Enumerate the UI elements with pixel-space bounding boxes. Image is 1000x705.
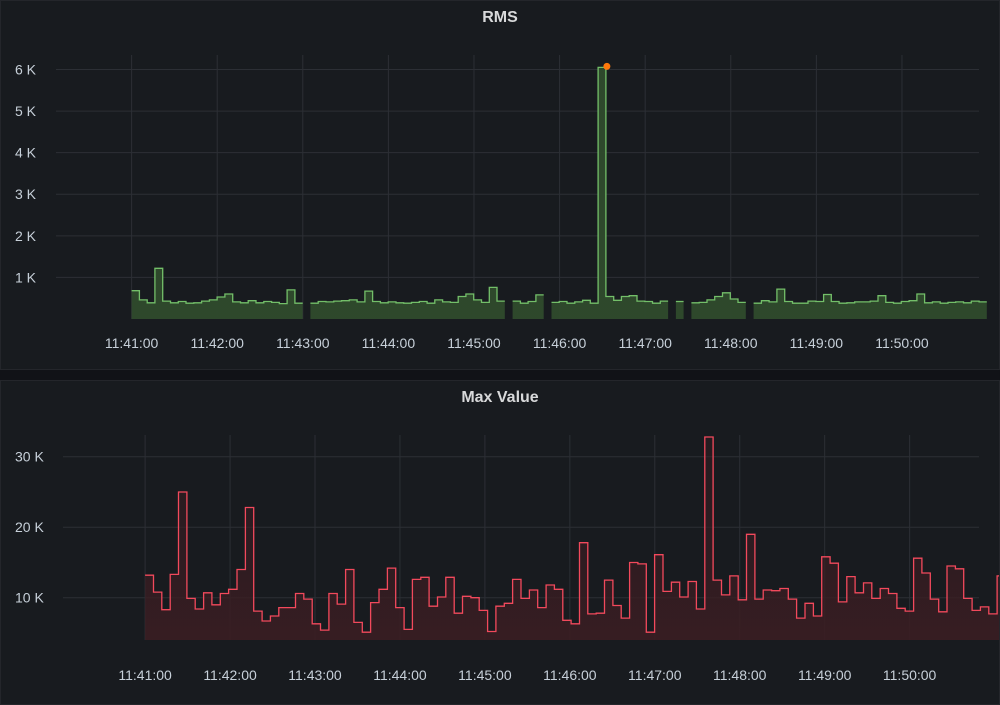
rms-chart: 1 K 2 K 3 K 4 K 5 K 6 K 11:41:00 11:42:00 11:43:… [15, 55, 987, 351]
series-area [551, 67, 669, 320]
series-line [512, 294, 544, 304]
series-area [145, 437, 999, 640]
x-tick-label: 11:43:00 [276, 335, 330, 351]
x-tick-label: 11:48:00 [713, 667, 767, 683]
series-line [310, 286, 505, 304]
series-0 [131, 66, 987, 320]
x-tick-label: 11:45:00 [458, 667, 512, 683]
series-area [131, 268, 303, 319]
max-value-panel-title[interactable]: Max Value [461, 389, 539, 406]
y-tick-label: 5 K [15, 103, 37, 119]
series-line [551, 66, 669, 304]
x-tick-label: 11:49:00 [798, 667, 852, 683]
y-tick-label: 4 K [15, 145, 37, 161]
x-tick-label: 11:49:00 [790, 335, 844, 351]
peak-point-marker[interactable] [603, 62, 611, 70]
y-tick-label: 1 K [15, 269, 37, 285]
x-tick-label: 11:42:00 [190, 335, 244, 351]
rms-panel-title[interactable]: RMS [482, 9, 518, 26]
x-tick-label: 11:41:00 [118, 667, 172, 683]
x-tick-label: 11:48:00 [704, 335, 758, 351]
x-tick-label: 11:44:00 [362, 335, 416, 351]
x-tick-label: 11:45:00 [447, 335, 501, 351]
y-tick-label: 2 K [15, 228, 37, 244]
series-area [512, 294, 544, 319]
series-line [753, 288, 987, 304]
x-tick-label: 11:44:00 [373, 667, 427, 683]
x-tick-label: 11:47:00 [618, 335, 672, 351]
x-tick-label: 11:46:00 [533, 335, 587, 351]
series-1 [145, 436, 999, 640]
x-tick-label: 11:47:00 [628, 667, 682, 683]
series-line [691, 292, 746, 304]
grid-lines [56, 55, 979, 319]
grid-lines [63, 435, 979, 640]
rms-panel: RMS 1 K 2 K 3 K 4 K 5 K 6 K 11:41:00 11:42:00 11… [0, 0, 1000, 370]
y-tick-label: 10 K [15, 590, 44, 606]
y-tick-label: 3 K [15, 186, 37, 202]
series-line [131, 267, 303, 305]
series-area [675, 301, 684, 319]
x-tick-label: 11:43:00 [288, 667, 342, 683]
max-value-panel: Max Value 10 K 20 K 30 K 11:41:00 11:42:00 11… [0, 380, 1000, 705]
x-tick-label: 11:46:00 [543, 667, 597, 683]
y-tick-label: 30 K [15, 449, 44, 465]
x-tick-label: 11:41:00 [105, 335, 159, 351]
x-tick-label: 11:42:00 [203, 667, 257, 683]
y-tick-label: 6 K [15, 61, 37, 77]
series-line [145, 436, 999, 633]
max-value-chart: 10 K 20 K 30 K 11:41:00 11:42:00 11:43:00 11:4… [15, 435, 999, 683]
series-area [753, 289, 987, 319]
x-tick-label: 11:50:00 [875, 335, 929, 351]
x-tick-label: 11:50:00 [883, 667, 937, 683]
y-tick-label: 20 K [15, 519, 44, 535]
